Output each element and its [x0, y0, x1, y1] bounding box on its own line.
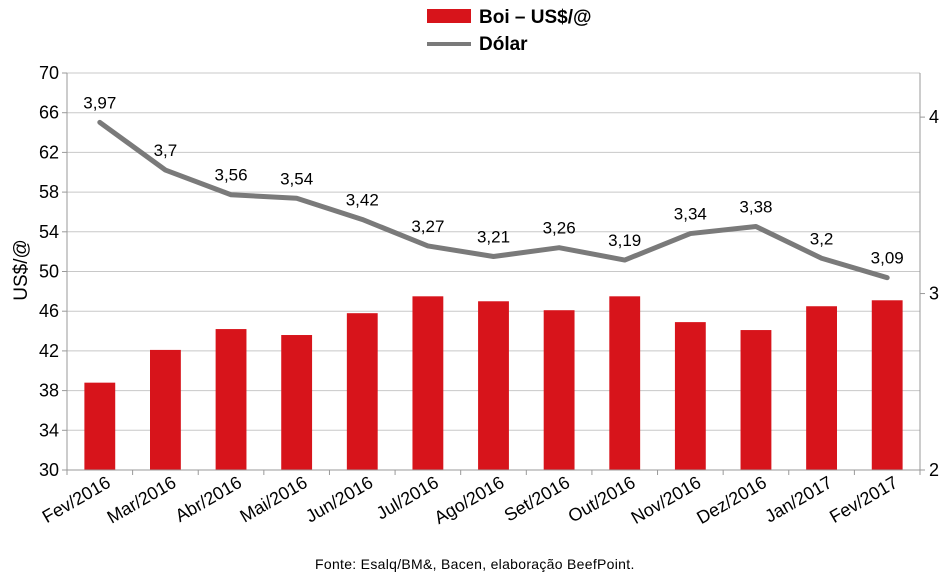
bar: [674, 322, 706, 470]
bar: [215, 329, 247, 470]
dolar-point: [821, 257, 823, 259]
dolar-point: [296, 197, 298, 199]
x-tick-label: Abr/2016: [172, 472, 245, 526]
dolar-point: [624, 259, 626, 261]
dolar-point: [886, 277, 888, 279]
bar: [281, 335, 313, 470]
bar: [740, 330, 772, 470]
y-tick-label: 50: [39, 262, 59, 282]
dolar-point: [361, 218, 363, 220]
dolar-data-label: 3,42: [346, 190, 379, 209]
y2-tick-label: 4: [929, 107, 939, 127]
dolar-point: [230, 194, 232, 196]
dolar-point: [427, 245, 429, 247]
bar: [412, 296, 444, 470]
x-tick-label: Jan/2017: [761, 472, 835, 526]
y-tick-label: 62: [39, 142, 59, 162]
x-axis-ticks: Fev/2016Mar/2016Abr/2016Mai/2016Jun/2016…: [39, 470, 921, 528]
dolar-data-label: 3,21: [477, 228, 510, 247]
dolar-point: [164, 169, 166, 171]
x-tick-label: Fev/2016: [39, 472, 114, 527]
legend-label-dolar: Dólar: [479, 34, 528, 55]
bar: [478, 301, 509, 470]
x-tick-label: Jul/2016: [373, 472, 442, 523]
dolar-data-label: 3,38: [739, 198, 772, 217]
dolar-data-labels: 3,97 3,7 3,56 3,54 3,42 3,27 3,21 3,26 3,19 3,34 3…: [83, 93, 903, 267]
dolar-point: [558, 247, 560, 249]
x-tick-label: Set/2016: [501, 472, 573, 525]
x-tick-label: Mar/2016: [104, 472, 180, 527]
dolar-point: [689, 233, 691, 235]
x-tick-label: Out/2016: [565, 472, 639, 526]
x-tick-label: Fev/2017: [826, 472, 901, 527]
bar: [806, 306, 837, 470]
y-tick-label: 46: [39, 301, 59, 321]
right-axis-ticks: 2 3 4: [920, 107, 939, 480]
dolar-point: [99, 121, 101, 123]
boi-bars: [84, 296, 903, 470]
legend: Boi – US$/@ Dólar: [427, 7, 592, 55]
legend-label-boi: Boi – US$/@: [479, 7, 592, 28]
y-tick-label: 30: [39, 460, 59, 480]
source-note: Fonte: Esalq/BM&, Bacen, elaboração Beef…: [315, 556, 635, 572]
y-tick-label: 70: [39, 63, 59, 83]
bar: [84, 382, 116, 470]
y-tick-label: 34: [39, 420, 59, 440]
dolar-data-label: 3,27: [411, 217, 444, 236]
y-tick-label: 66: [39, 103, 59, 123]
bar: [871, 300, 903, 470]
legend-swatch-boi: [427, 9, 471, 23]
dolar-data-label: 3,19: [608, 231, 641, 250]
bar: [543, 310, 575, 470]
dolar-data-label: 3,34: [674, 205, 707, 224]
bar: [609, 296, 641, 470]
y2-tick-label: 2: [929, 460, 939, 480]
y-tick-label: 54: [39, 222, 59, 242]
y-axis-title: US$/@: [11, 239, 32, 301]
dolar-point: [755, 226, 757, 228]
y-tick-label: 42: [39, 341, 59, 361]
bar: [346, 313, 378, 470]
dolar-data-label: 3,54: [280, 169, 313, 188]
dolar-data-label: 3,09: [871, 249, 904, 268]
x-tick-label: Nov/2016: [628, 472, 705, 528]
dolar-data-label: 3,97: [83, 93, 116, 112]
dolar-line: [97, 119, 890, 281]
x-tick-label: Mai/2016: [237, 472, 311, 526]
bar: [150, 349, 181, 470]
x-tick-label: Ago/2016: [431, 472, 508, 528]
dolar-point: [493, 256, 494, 258]
y2-tick-label: 3: [929, 284, 939, 304]
dolar-data-label: 3,2: [810, 229, 834, 248]
x-tick-label: Jun/2016: [302, 472, 376, 526]
left-axis-ticks: 30 34 38 42 46 50 54 58 62 66 70: [39, 63, 67, 480]
dolar-data-label: 3,26: [543, 219, 576, 238]
y-tick-label: 38: [39, 381, 59, 401]
dolar-data-label: 3,7: [154, 141, 178, 160]
y-tick-label: 58: [39, 182, 59, 202]
x-tick-label: Dez/2016: [693, 472, 770, 528]
dolar-data-label: 3,56: [214, 166, 247, 185]
